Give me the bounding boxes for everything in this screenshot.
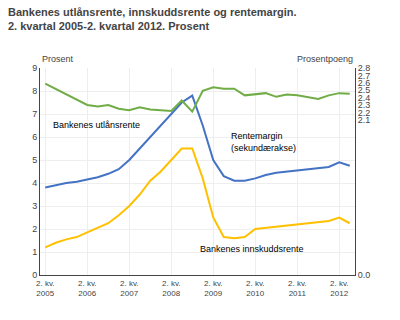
svg-text:Bankenes utlånsrente: Bankenes utlånsrente	[53, 120, 140, 130]
svg-text:1: 1	[32, 247, 37, 257]
svg-text:4: 4	[32, 178, 37, 188]
svg-text:9: 9	[32, 63, 37, 73]
svg-text:2. kv.2006: 2. kv.2006	[78, 279, 97, 298]
svg-text:2.2: 2.2	[358, 108, 371, 118]
svg-text:0: 0	[32, 270, 37, 280]
svg-text:2.8: 2.8	[358, 63, 371, 73]
svg-text:8: 8	[32, 86, 37, 96]
svg-text:3: 3	[32, 201, 37, 211]
svg-text:Rentemargin(sekundærakse): Rentemargin(sekundærakse)	[231, 131, 296, 153]
svg-text:2.6: 2.6	[358, 78, 371, 88]
svg-text:2. kv.2005: 2. kv.2005	[36, 279, 55, 298]
svg-text:Prosent: Prosent	[42, 54, 74, 64]
svg-text:2. kv.2011: 2. kv.2011	[288, 279, 307, 298]
svg-text:7: 7	[32, 109, 37, 119]
svg-text:2.5: 2.5	[358, 85, 371, 95]
svg-text:0.0: 0.0	[358, 270, 371, 280]
svg-text:Bankenes utlånsrente, innskudd: Bankenes utlånsrente, innskuddsrente og …	[8, 6, 297, 32]
svg-text:2.4: 2.4	[358, 93, 371, 103]
svg-text:2.3: 2.3	[358, 100, 371, 110]
svg-text:2: 2	[32, 224, 37, 234]
svg-text:Prosentpoeng: Prosentpoeng	[297, 54, 353, 64]
svg-text:2. kv.2010: 2. kv.2010	[246, 279, 265, 298]
svg-text:5: 5	[32, 155, 37, 165]
svg-text:2. kv.2008: 2. kv.2008	[162, 279, 181, 298]
svg-text:6: 6	[32, 132, 37, 142]
svg-text:2. kv.2007: 2. kv.2007	[120, 279, 139, 298]
svg-text:Bankenes innskuddsrente: Bankenes innskuddsrente	[200, 244, 304, 254]
svg-text:2.1: 2.1	[358, 115, 371, 125]
svg-text:2.7: 2.7	[358, 71, 371, 81]
svg-text:2. kv.2012: 2. kv.2012	[330, 279, 349, 298]
svg-text:2. kv.2009: 2. kv.2009	[204, 279, 223, 298]
